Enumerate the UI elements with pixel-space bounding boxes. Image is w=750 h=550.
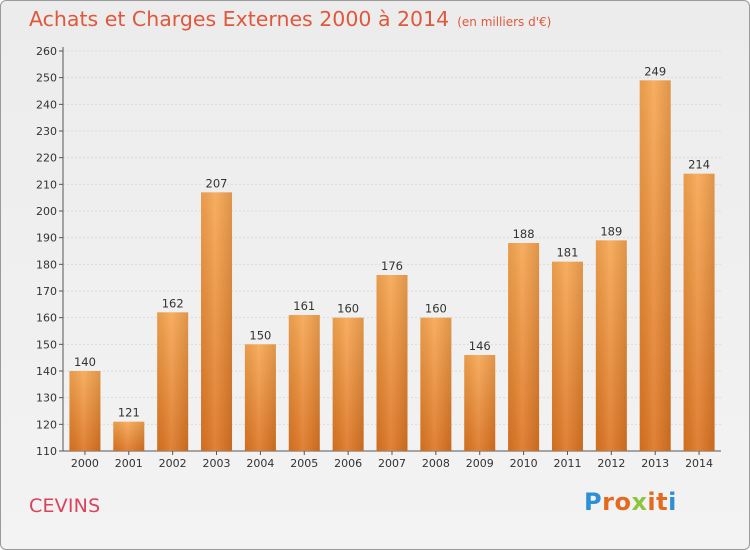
town-name: CEVINS bbox=[29, 495, 101, 517]
bar-shade bbox=[376, 275, 408, 451]
bar-value-label: 189 bbox=[600, 224, 622, 238]
y-tick-label: 240 bbox=[36, 98, 57, 111]
bar-chart: 110 120 130 140 150 160 170 180 190 200 210 220 230 2… bbox=[36, 45, 721, 470]
chart-subtitle: (en milliers d'€) bbox=[457, 15, 552, 29]
bars bbox=[69, 80, 715, 452]
x-tick-label: 2010 bbox=[510, 457, 538, 470]
bar-shade bbox=[332, 317, 364, 451]
y-tick-label: 200 bbox=[36, 205, 57, 218]
x-tick-label: 2009 bbox=[466, 457, 494, 470]
y-tick-label: 170 bbox=[36, 285, 57, 298]
y-tick-label: 260 bbox=[36, 45, 57, 58]
bar-value-label: 140 bbox=[74, 355, 96, 369]
x-tick-label: 2007 bbox=[378, 457, 406, 470]
bar-shade bbox=[288, 315, 320, 451]
bar-value-label: 181 bbox=[556, 246, 578, 260]
y-tick-label: 230 bbox=[36, 125, 57, 138]
y-tick-label: 220 bbox=[36, 152, 57, 165]
y-tick-label: 110 bbox=[36, 445, 57, 458]
x-tick-label: 2001 bbox=[115, 457, 143, 470]
bar-value-label: 176 bbox=[381, 259, 403, 273]
bar-shade bbox=[244, 344, 276, 451]
logo-letter: r bbox=[602, 488, 615, 516]
y-tick-label: 130 bbox=[36, 392, 57, 405]
x-tick-label: 2005 bbox=[290, 457, 318, 470]
bar-value-label: 160 bbox=[337, 302, 359, 316]
x-tick-label: 2004 bbox=[246, 457, 274, 470]
logo-letter: P bbox=[584, 488, 603, 516]
bar-value-label: 150 bbox=[249, 328, 271, 342]
bar-shade bbox=[69, 371, 101, 451]
x-tick-label: 2008 bbox=[422, 457, 450, 470]
logo-letter: o bbox=[614, 488, 632, 516]
bar-shade bbox=[201, 192, 233, 452]
bar-value-label: 160 bbox=[425, 302, 447, 316]
bar-shade bbox=[420, 317, 452, 451]
x-tick-label: 2011 bbox=[553, 457, 581, 470]
proxiti-logo: Proxiti bbox=[584, 488, 677, 516]
x-tick-label: 2006 bbox=[334, 457, 362, 470]
x-tick-label: 2013 bbox=[641, 457, 669, 470]
bar-value-label: 207 bbox=[206, 176, 228, 190]
y-tick-label: 140 bbox=[36, 365, 57, 378]
bar-shade bbox=[595, 240, 627, 451]
bar-value-label: 146 bbox=[469, 339, 491, 353]
logo-letter: t bbox=[656, 488, 669, 516]
x-tick-label: 2014 bbox=[685, 457, 713, 470]
bar-value-label: 214 bbox=[688, 158, 710, 172]
logo-letter: x bbox=[631, 488, 648, 516]
y-tick-label: 250 bbox=[36, 72, 57, 85]
y-tick-label: 180 bbox=[36, 258, 57, 271]
x-tick-label: 2002 bbox=[159, 457, 187, 470]
data-labels: 2000 140 2001 121 2002 162 2003 207 2004 150 2005 1… bbox=[71, 64, 713, 470]
y-tick-label: 160 bbox=[36, 312, 57, 325]
logo-letter: i bbox=[647, 488, 657, 516]
bar-value-label: 249 bbox=[644, 64, 666, 78]
y-tick-label: 210 bbox=[36, 178, 57, 191]
bar-value-label: 188 bbox=[513, 227, 535, 241]
bar-shade bbox=[683, 173, 715, 451]
chart-title-text: Achats et Charges Externes 2000 à 2014 bbox=[29, 7, 450, 31]
x-tick-label: 2012 bbox=[597, 457, 625, 470]
chart-title: Achats et Charges Externes 2000 à 2014 (e… bbox=[29, 7, 551, 31]
bar-shade bbox=[508, 243, 540, 451]
bar-shade bbox=[639, 80, 671, 451]
bar-shade bbox=[551, 261, 583, 451]
x-tick-label: 2003 bbox=[203, 457, 231, 470]
y-tick-label: 150 bbox=[36, 338, 57, 351]
y-tick-label: 190 bbox=[36, 232, 57, 245]
x-tick-label: 2000 bbox=[71, 457, 99, 470]
y-tick-label: 120 bbox=[36, 418, 57, 431]
bar-shade bbox=[464, 355, 496, 451]
bar-value-label: 161 bbox=[293, 299, 315, 313]
bar-shade bbox=[157, 312, 189, 451]
bar-value-label: 121 bbox=[118, 406, 140, 420]
logo-letter: i bbox=[668, 488, 677, 516]
bar-value-label: 162 bbox=[162, 296, 184, 310]
bar-shade bbox=[113, 421, 145, 451]
